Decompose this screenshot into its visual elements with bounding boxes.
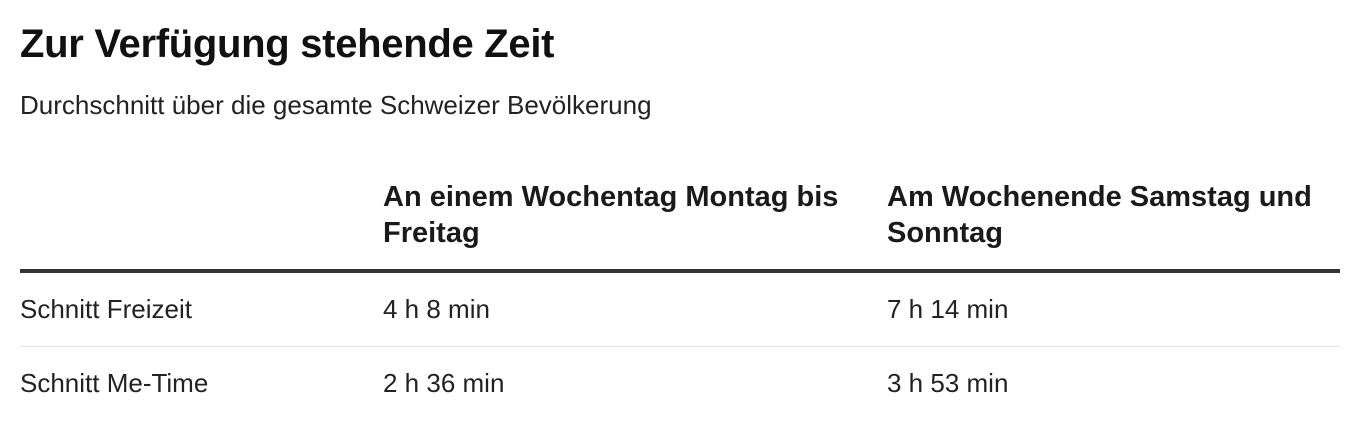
header-row: An einem Wochentag Montag bis Freitag Am… [20, 176, 1340, 273]
header-cell-weekend: Am Wochenende Samstag und Sonntag [887, 176, 1340, 273]
cell-weekday: 4 h 8 min [383, 271, 887, 347]
table-row: Schnitt Freizeit 4 h 8 min 7 h 14 min [20, 271, 1340, 347]
chart-title: Zur Verfügung stehende Zeit [20, 22, 555, 66]
cell-weekday: 2 h 36 min [383, 368, 505, 399]
chart-subtitle: Durchschnitt über die gesamte Schweizer … [20, 90, 652, 120]
header-cell-label [20, 176, 383, 273]
table-body: Schnitt Freizeit 4 h 8 min 7 h 14 min Sc… [20, 271, 1340, 420]
row-label: Schnitt Freizeit [20, 271, 383, 347]
table-header: An einem Wochentag Montag bis Freitag Am… [20, 176, 1340, 273]
table-row: Schnitt Me-Time 2 h 36 min 3 h 53 min [20, 346, 1340, 420]
row-label: Schnitt Me-Time [20, 368, 209, 399]
header-cell-weekday: An einem Wochentag Montag bis Freitag [383, 176, 887, 273]
cell-weekend: 7 h 14 min [887, 271, 1340, 347]
data-table: An einem Wochentag Montag bis Freitag Am… [20, 176, 1340, 420]
cell-weekend: 3 h 53 min [887, 368, 1009, 399]
